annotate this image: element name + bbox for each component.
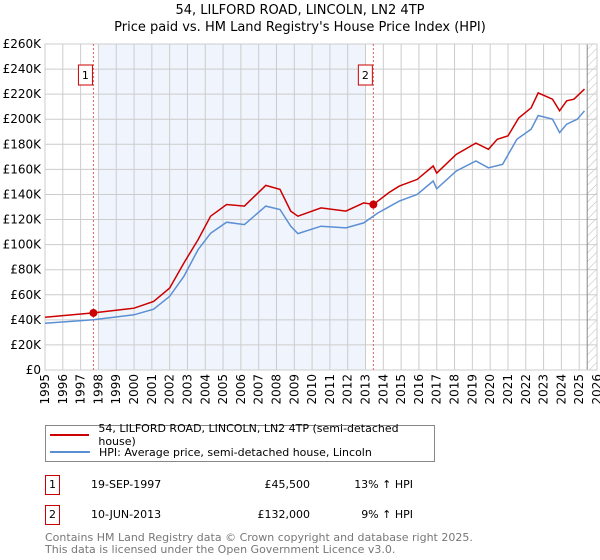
x-tick-label: 2008 (269, 374, 283, 405)
y-tick-label: £40K (10, 313, 42, 327)
x-tick-label: 2022 (519, 374, 533, 405)
x-tick-label: 2010 (305, 374, 319, 405)
y-tick-label: £60K (10, 288, 42, 302)
transaction-date: 19-SEP-1997 (91, 478, 162, 491)
x-tick-label: 2013 (359, 374, 373, 405)
price-chart: £0 £20K £40K £60K £80K £100K £120K £140K £160K £1… (3, 37, 600, 405)
x-tick-label: 2014 (376, 374, 390, 405)
x-tick-label: 2019 (465, 374, 479, 405)
x-tick-label: 2024 (554, 374, 568, 405)
x-tick-label: 2012 (341, 374, 355, 405)
transaction-row: 2 10-JUN-2013 £132,000 9% ↑ HPI (45, 505, 445, 525)
x-tick-label: 1998 (91, 374, 105, 405)
x-tick-label: 1995 (38, 374, 52, 405)
legend: 54, LILFORD ROAD, LINCOLN, LN2 4TP (semi… (45, 422, 435, 462)
x-tick-label: 2003 (180, 374, 194, 405)
y-tick-label: £0 (26, 363, 41, 377)
transaction-date: 10-JUN-2013 (91, 508, 162, 521)
transaction-badge: 2 (45, 505, 60, 525)
x-tick-label: 1997 (74, 374, 88, 405)
marker-badge (357, 64, 373, 86)
y-tick-label: £200K (3, 112, 43, 126)
x-tick-label: 2023 (537, 374, 551, 405)
x-tick-label: 2009 (287, 374, 301, 405)
sale-marker-dot (369, 200, 378, 209)
y-tick-label: £100K (3, 238, 43, 252)
series-line (44, 88, 586, 319)
transaction-row: 1 19-SEP-1997 £45,500 13% ↑ HPI (45, 475, 445, 495)
x-tick-label: 2006 (234, 374, 248, 405)
x-tick-label: 2004 (198, 374, 212, 405)
y-tick-label: £140K (3, 187, 43, 201)
y-tick-label: £160K (3, 162, 43, 176)
shaded-period (98, 44, 366, 370)
x-tick-label: 2026 (590, 374, 600, 405)
x-tick-label: 2017 (430, 374, 444, 405)
legend-item-hpi: HPI: Average price, semi-detached house,… (50, 444, 372, 460)
transaction-price: £132,000 (257, 508, 311, 521)
x-tick-label: 2002 (163, 374, 177, 405)
transaction-badge: 1 (45, 475, 60, 495)
legend-label: 54, LILFORD ROAD, LINCOLN, LN2 4TP (semi… (98, 422, 399, 448)
marker-label: 1 (82, 69, 89, 82)
legend-item-property: 54, LILFORD ROAD, LINCOLN, LN2 4TP (semi… (50, 422, 434, 448)
x-tick-label: 2025 (572, 374, 586, 405)
legend-swatch-red (50, 434, 90, 436)
y-tick-label: £20K (10, 338, 42, 352)
x-tick-label: 2001 (145, 374, 159, 405)
x-tick-label: 2011 (323, 374, 337, 405)
x-tick-label: 2018 (448, 374, 462, 405)
x-tick-label: 2021 (501, 374, 515, 405)
y-tick-label: £180K (3, 137, 43, 151)
forecast-hatch (587, 44, 597, 370)
series-line (44, 110, 586, 324)
x-tick-label: 2015 (394, 374, 408, 405)
legend-label: HPI: Average price, semi-detached house,… (99, 445, 372, 459)
x-tick-label: 1996 (56, 374, 70, 405)
y-tick-label: £120K (3, 213, 43, 227)
y-tick-label: £260K (3, 37, 43, 51)
footer-copyright: Contains HM Land Registry data © Crown c… (45, 531, 473, 544)
marker-badge (77, 64, 93, 86)
chart-subtitle: Price paid vs. HM Land Registry's House … (114, 20, 486, 35)
legend-swatch-blue (50, 451, 90, 453)
transaction-hpi: 9% ↑ HPI (361, 508, 413, 521)
x-tick-label: 2000 (127, 374, 141, 405)
x-tick-label: 2007 (252, 374, 266, 405)
transaction-price: £45,500 (264, 478, 311, 491)
sale-marker-dot (89, 308, 98, 317)
x-tick-label: 1999 (109, 374, 123, 405)
transaction-hpi: 13% ↑ HPI (354, 478, 413, 491)
plot-border (44, 43, 598, 371)
y-tick-label: £80K (10, 263, 42, 277)
y-tick-label: £240K (3, 62, 43, 76)
footer-licence: This data is licensed under the Open Gov… (45, 543, 396, 556)
x-tick-label: 2005 (216, 374, 230, 405)
chart-title: 54, LILFORD ROAD, LINCOLN, LN2 4TP (175, 3, 425, 18)
marker-label: 2 (362, 69, 369, 82)
x-tick-label: 2020 (483, 374, 497, 405)
x-tick-label: 2016 (412, 374, 426, 405)
y-tick-label: £220K (3, 87, 43, 101)
